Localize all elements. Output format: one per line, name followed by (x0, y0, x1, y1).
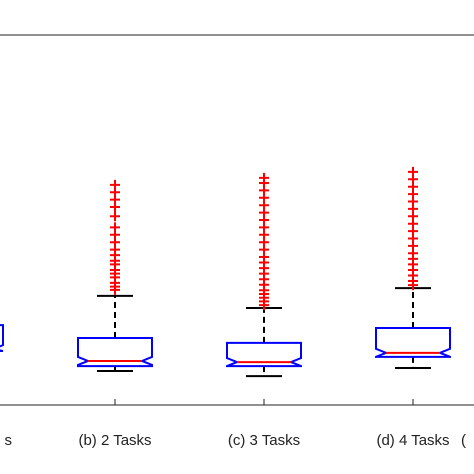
box (0, 324, 4, 352)
box (77, 337, 153, 368)
x-tick-label: ( (461, 432, 466, 449)
x-tick-label: s (5, 432, 13, 449)
box (375, 327, 451, 358)
outlier (408, 166, 418, 177)
outlier (259, 172, 269, 183)
x-tick-label: (d) 4 Tasks (376, 432, 449, 449)
x-tick-label: (c) 3 Tasks (228, 432, 300, 449)
outlier (110, 222, 120, 233)
outlier (110, 179, 120, 190)
box (226, 341, 302, 368)
x-tick-label: (b) 2 Tasks (78, 432, 151, 449)
outlier (110, 211, 120, 222)
